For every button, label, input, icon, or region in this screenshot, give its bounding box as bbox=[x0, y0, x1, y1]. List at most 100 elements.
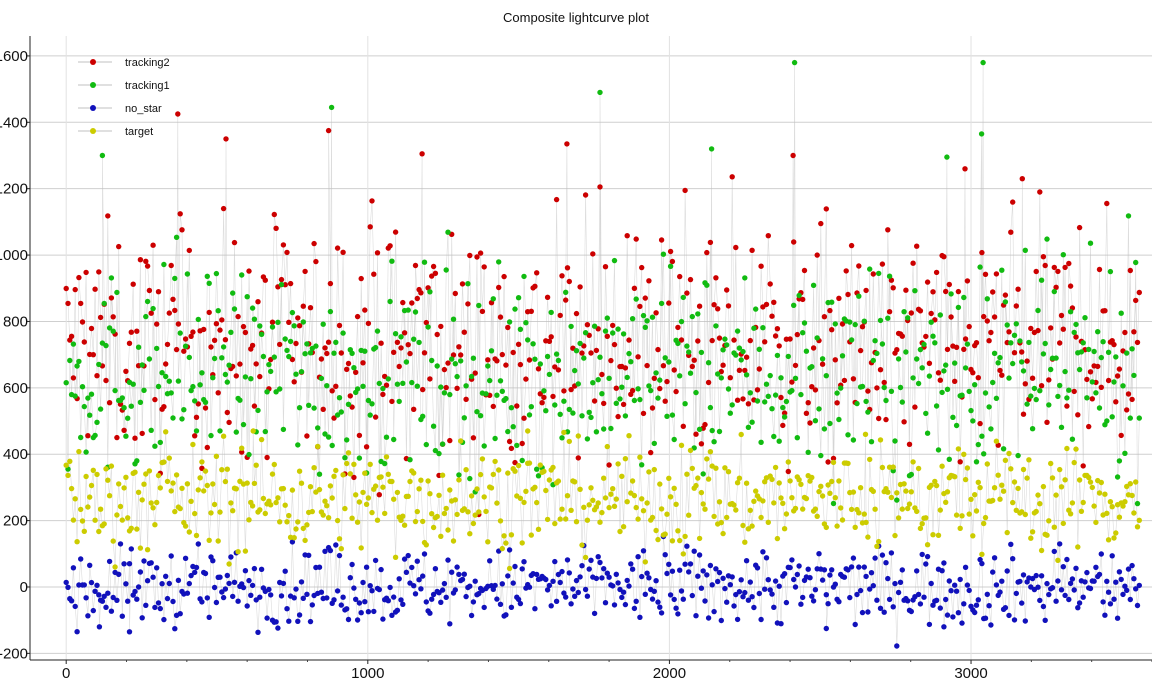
data-point bbox=[117, 503, 124, 510]
data-point bbox=[144, 578, 151, 584]
data-point bbox=[740, 594, 746, 600]
data-point bbox=[658, 506, 665, 512]
data-point bbox=[210, 375, 216, 381]
data-point bbox=[392, 554, 399, 560]
data-point bbox=[135, 489, 142, 495]
data-point bbox=[675, 324, 681, 331]
data-point bbox=[374, 250, 381, 256]
data-point bbox=[331, 350, 337, 356]
data-point bbox=[696, 426, 703, 432]
data-point bbox=[624, 499, 630, 505]
data-point bbox=[698, 441, 705, 447]
data-point bbox=[615, 413, 621, 420]
data-point bbox=[126, 561, 133, 567]
data-point bbox=[99, 598, 106, 604]
data-point bbox=[834, 523, 840, 529]
data-point bbox=[774, 535, 781, 542]
data-point bbox=[1124, 587, 1130, 593]
data-point bbox=[1086, 423, 1092, 430]
data-point bbox=[378, 340, 384, 346]
data-point bbox=[202, 468, 209, 474]
data-point bbox=[515, 341, 522, 347]
data-point bbox=[152, 443, 158, 449]
data-point bbox=[868, 439, 875, 445]
data-point bbox=[430, 263, 437, 270]
data-point bbox=[1116, 569, 1123, 575]
data-point bbox=[78, 506, 84, 513]
data-point bbox=[470, 520, 477, 527]
data-point bbox=[765, 393, 771, 399]
data-point bbox=[981, 313, 987, 320]
data-point bbox=[186, 580, 192, 587]
data-point bbox=[378, 566, 384, 573]
data-point bbox=[919, 365, 925, 371]
data-point bbox=[812, 387, 819, 393]
data-point bbox=[796, 563, 802, 569]
data-point bbox=[610, 486, 616, 492]
data-point bbox=[993, 438, 1000, 444]
data-point bbox=[501, 533, 507, 539]
data-point bbox=[222, 371, 229, 378]
data-point bbox=[943, 499, 949, 505]
legend-label: tracking1 bbox=[125, 80, 170, 92]
data-point bbox=[1020, 368, 1027, 374]
data-point bbox=[112, 387, 118, 394]
data-point bbox=[1087, 240, 1094, 246]
data-point bbox=[720, 575, 726, 581]
series-no_star bbox=[63, 533, 1143, 649]
data-point bbox=[745, 597, 752, 603]
data-point bbox=[72, 393, 78, 399]
data-point bbox=[584, 593, 591, 599]
data-point bbox=[125, 415, 131, 421]
data-point bbox=[512, 468, 518, 474]
data-point bbox=[1028, 535, 1034, 541]
data-point bbox=[150, 305, 156, 312]
data-point bbox=[698, 585, 705, 591]
data-point bbox=[157, 439, 163, 446]
data-point bbox=[78, 300, 84, 307]
data-point bbox=[101, 593, 107, 599]
data-point bbox=[629, 566, 636, 572]
data-point bbox=[832, 495, 838, 501]
data-point bbox=[409, 564, 415, 571]
data-point bbox=[103, 466, 109, 472]
data-point bbox=[595, 554, 601, 560]
data-point bbox=[800, 506, 806, 512]
data-point bbox=[1004, 568, 1010, 574]
data-point bbox=[760, 498, 766, 504]
data-point bbox=[863, 287, 869, 294]
data-point bbox=[827, 307, 833, 314]
data-point bbox=[809, 474, 815, 481]
data-point bbox=[669, 258, 676, 265]
data-point bbox=[870, 271, 876, 277]
data-point bbox=[222, 337, 229, 343]
data-point bbox=[470, 435, 477, 441]
data-point bbox=[347, 575, 353, 581]
data-point bbox=[269, 471, 276, 477]
data-point bbox=[917, 308, 924, 314]
data-point bbox=[686, 569, 692, 575]
data-point bbox=[175, 111, 181, 117]
data-point bbox=[494, 596, 500, 602]
data-point bbox=[644, 362, 650, 369]
data-point bbox=[148, 427, 154, 433]
data-point bbox=[1004, 529, 1010, 536]
data-point bbox=[219, 467, 225, 473]
data-point bbox=[146, 287, 153, 294]
data-point bbox=[1134, 339, 1141, 346]
data-point bbox=[736, 589, 743, 595]
data-point bbox=[702, 598, 708, 604]
data-point bbox=[1062, 477, 1068, 483]
data-point bbox=[841, 574, 848, 580]
data-point bbox=[1069, 500, 1076, 506]
data-point bbox=[514, 442, 520, 449]
data-point bbox=[559, 273, 565, 279]
data-point bbox=[686, 349, 692, 355]
data-point bbox=[1017, 578, 1023, 585]
data-point bbox=[503, 362, 509, 368]
data-point bbox=[396, 576, 402, 582]
data-point bbox=[251, 565, 258, 572]
data-point bbox=[336, 322, 343, 329]
data-point bbox=[838, 505, 844, 511]
data-point bbox=[677, 273, 683, 280]
